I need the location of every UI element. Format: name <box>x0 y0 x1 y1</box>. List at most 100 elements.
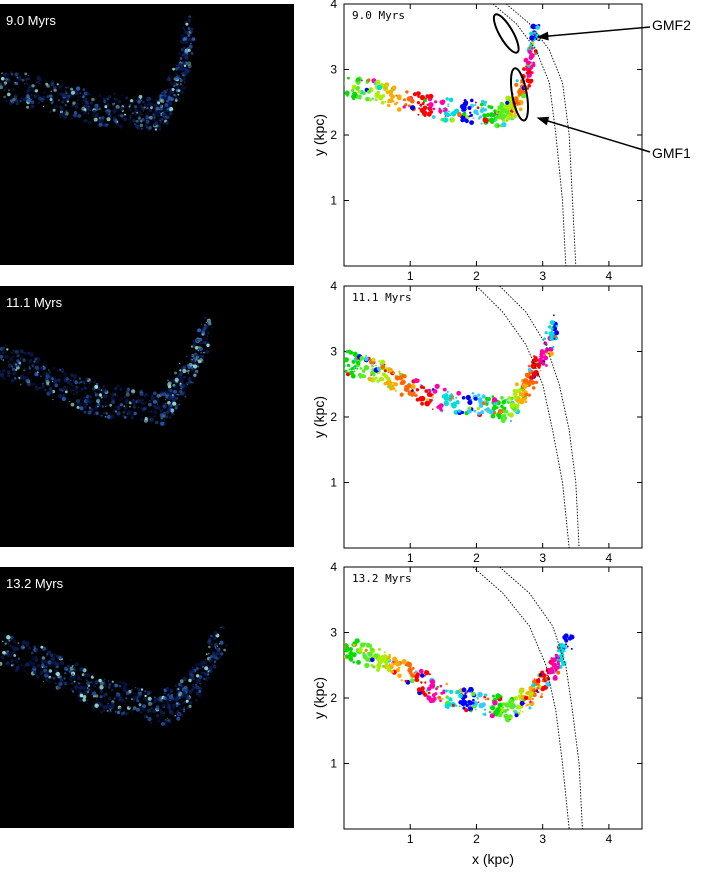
gas-filament <box>211 651 216 655</box>
gas-clump <box>515 389 520 394</box>
gas-clump <box>408 663 411 666</box>
gas-filament <box>85 395 89 399</box>
gas-filament <box>45 82 49 86</box>
gas-filament <box>171 76 174 79</box>
gas-filament <box>12 355 14 357</box>
gas-filament <box>141 407 146 412</box>
gas-filament <box>147 693 150 696</box>
gas-filament <box>86 690 90 693</box>
gas-clump <box>344 364 346 368</box>
gas-filament <box>55 671 61 677</box>
gas-clump <box>461 698 466 703</box>
gas-filament <box>152 404 155 408</box>
gas-filament <box>31 382 35 387</box>
gas-filament <box>47 650 52 655</box>
gas-filament <box>176 709 180 713</box>
gas-filament <box>157 406 161 411</box>
gas-clump <box>464 100 469 105</box>
gas-filament <box>107 384 109 387</box>
gas-clump <box>509 703 515 710</box>
gas-filament <box>154 128 157 131</box>
gas-clump <box>367 78 371 82</box>
gas-filament <box>138 409 140 411</box>
gas-filament <box>145 115 150 120</box>
gas-clump <box>391 384 395 387</box>
gas-filament <box>153 119 156 122</box>
gas-filament <box>84 109 87 112</box>
y-tick-label: 4 <box>330 560 337 574</box>
gas-filament <box>207 676 210 679</box>
gas-filament <box>169 411 171 413</box>
gas-filament <box>114 683 118 688</box>
gas-filament <box>194 354 197 357</box>
gas-filament <box>175 72 177 75</box>
gas-clump <box>480 102 484 107</box>
gas-clump <box>492 707 495 710</box>
gas-clump <box>527 88 529 90</box>
gas-filament <box>15 350 18 353</box>
gas-clump <box>520 93 527 99</box>
gas-clump <box>453 410 459 415</box>
gas-filament <box>173 81 176 84</box>
gas-filament <box>1 347 6 352</box>
gas-filament <box>186 383 189 386</box>
gas-filament <box>39 670 44 675</box>
gas-filament <box>182 701 185 705</box>
gas-filament <box>205 349 208 352</box>
gas-clump <box>432 107 436 111</box>
gas-filament <box>32 664 36 668</box>
gas-filament <box>180 67 185 72</box>
gas-clump <box>344 644 346 650</box>
gas-filament <box>115 122 120 126</box>
gas-filament <box>86 702 89 705</box>
gas-filament <box>100 117 103 120</box>
gas-clump <box>387 367 393 373</box>
gas-filament <box>184 395 187 398</box>
gas-clump <box>434 383 440 389</box>
gas-clump <box>479 115 482 119</box>
gas-clump <box>505 718 510 723</box>
gas-filament <box>192 342 195 345</box>
gas-clump <box>464 708 469 713</box>
gas-filament <box>50 90 52 93</box>
gas-filament <box>84 406 87 409</box>
gas-clump <box>344 368 345 370</box>
gas-clump <box>462 112 467 117</box>
gas-clump <box>529 61 532 64</box>
gas-clump <box>414 677 420 682</box>
gas-filament <box>144 402 147 404</box>
gas-clump <box>549 347 554 352</box>
gas-filament <box>166 396 168 398</box>
gas-clump <box>365 648 368 652</box>
gas-filament <box>65 110 67 112</box>
gas-filament <box>159 698 163 702</box>
gas-filament <box>48 675 52 679</box>
gas-filament <box>101 116 105 120</box>
gas-filament <box>102 705 108 710</box>
gas-clump <box>543 337 546 341</box>
gas-filament <box>111 688 114 692</box>
gas-clump <box>377 647 381 651</box>
gas-filament <box>73 667 76 669</box>
gas-clump <box>349 370 354 376</box>
gas-clump <box>372 373 376 377</box>
gas-filament <box>87 410 92 415</box>
gas-filament <box>27 673 29 676</box>
gas-filament <box>16 103 18 105</box>
gas-clump <box>445 695 449 699</box>
gas-clump <box>510 399 513 402</box>
gas-filament <box>142 119 146 122</box>
gas-filament <box>76 102 79 106</box>
gas-filament <box>179 83 182 86</box>
gas-clump <box>396 101 399 104</box>
gas-clump <box>513 391 518 397</box>
gas-filament <box>102 385 105 388</box>
gas-filament <box>31 656 36 661</box>
gas-filament <box>75 380 78 383</box>
gas-clump <box>520 79 523 82</box>
gas-filament <box>14 349 19 354</box>
gas-clump <box>569 634 572 637</box>
gas-filament <box>150 104 153 107</box>
gas-clump <box>483 708 487 711</box>
